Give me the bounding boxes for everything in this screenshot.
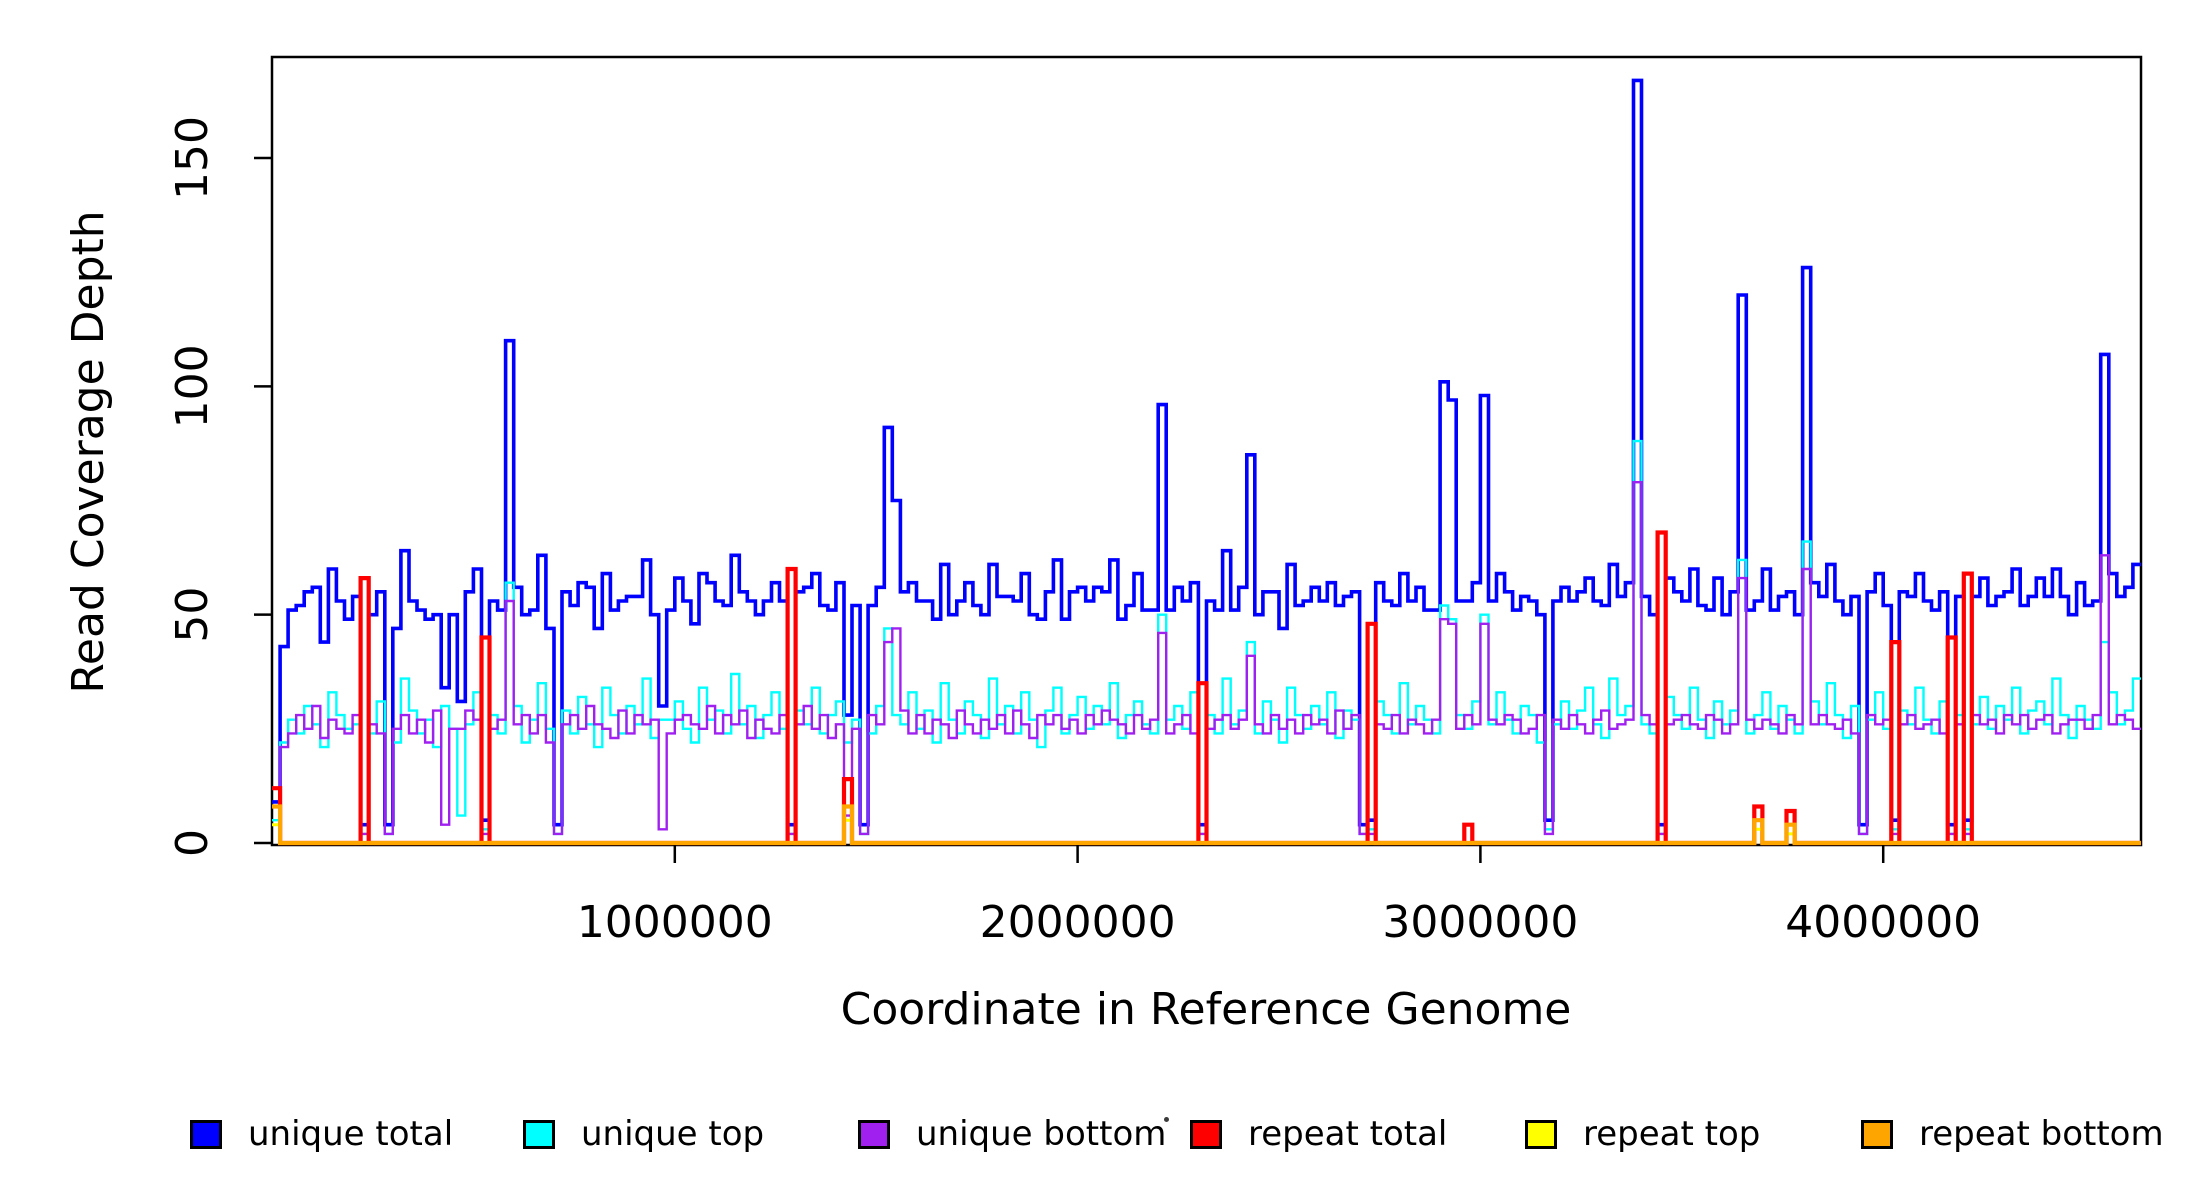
legend-swatch-unique-bottom bbox=[858, 1119, 890, 1149]
legend-item-repeat-top: repeat top bbox=[1525, 1116, 1760, 1152]
y-tick-label: 0 bbox=[167, 829, 218, 857]
legend-item-unique-top: unique top bbox=[523, 1116, 764, 1152]
y-tick-label: 100 bbox=[167, 344, 218, 428]
x-tick-label: 1000000 bbox=[577, 897, 773, 948]
legend-swatch-unique-total bbox=[190, 1119, 222, 1149]
legend-item-repeat-bottom: repeat bottom bbox=[1861, 1116, 2164, 1152]
legend-item-label: unique total bbox=[248, 1114, 454, 1154]
legend: unique total unique top unique bottom repea… bbox=[0, 1116, 2200, 1156]
legend-swatch-repeat-total bbox=[1190, 1119, 1222, 1149]
y-tick-label: 150 bbox=[167, 116, 218, 200]
legend-item-label: repeat total bbox=[1248, 1114, 1448, 1154]
y-tick-label: 50 bbox=[167, 587, 218, 643]
legend-swatch-unique-top bbox=[523, 1119, 555, 1149]
legend-item-label: repeat top bbox=[1583, 1114, 1761, 1154]
legend-item-label: repeat bottom bbox=[1919, 1114, 2164, 1154]
x-tick-label: 3000000 bbox=[1382, 897, 1578, 948]
legend-swatch-repeat-top bbox=[1525, 1119, 1557, 1149]
x-axis-title: Coordinate in Reference Genome bbox=[841, 984, 1572, 1035]
artifact-dot bbox=[1164, 1117, 1169, 1122]
series-layer bbox=[272, 78, 2141, 846]
x-tick-label: 4000000 bbox=[1785, 897, 1981, 948]
x-tick-label: 2000000 bbox=[980, 897, 1176, 948]
legend-item-repeat-total: repeat total bbox=[1190, 1116, 1447, 1152]
legend-item-label: unique top bbox=[581, 1114, 765, 1154]
legend-item-unique-bottom: unique bottom bbox=[858, 1116, 1166, 1152]
y-axis-title: Read Coverage Depth bbox=[63, 210, 114, 693]
legend-item-unique-total: unique total bbox=[190, 1116, 453, 1152]
legend-swatch-repeat-bottom bbox=[1861, 1119, 1893, 1149]
ticks-layer: 1000000 2000000 3000000 4000000 0 50 100 150 bbox=[167, 116, 1981, 948]
legend-item-label: unique bottom bbox=[916, 1114, 1167, 1154]
series-repeat-bottom bbox=[272, 804, 2141, 846]
series-unique-total bbox=[272, 78, 2141, 827]
